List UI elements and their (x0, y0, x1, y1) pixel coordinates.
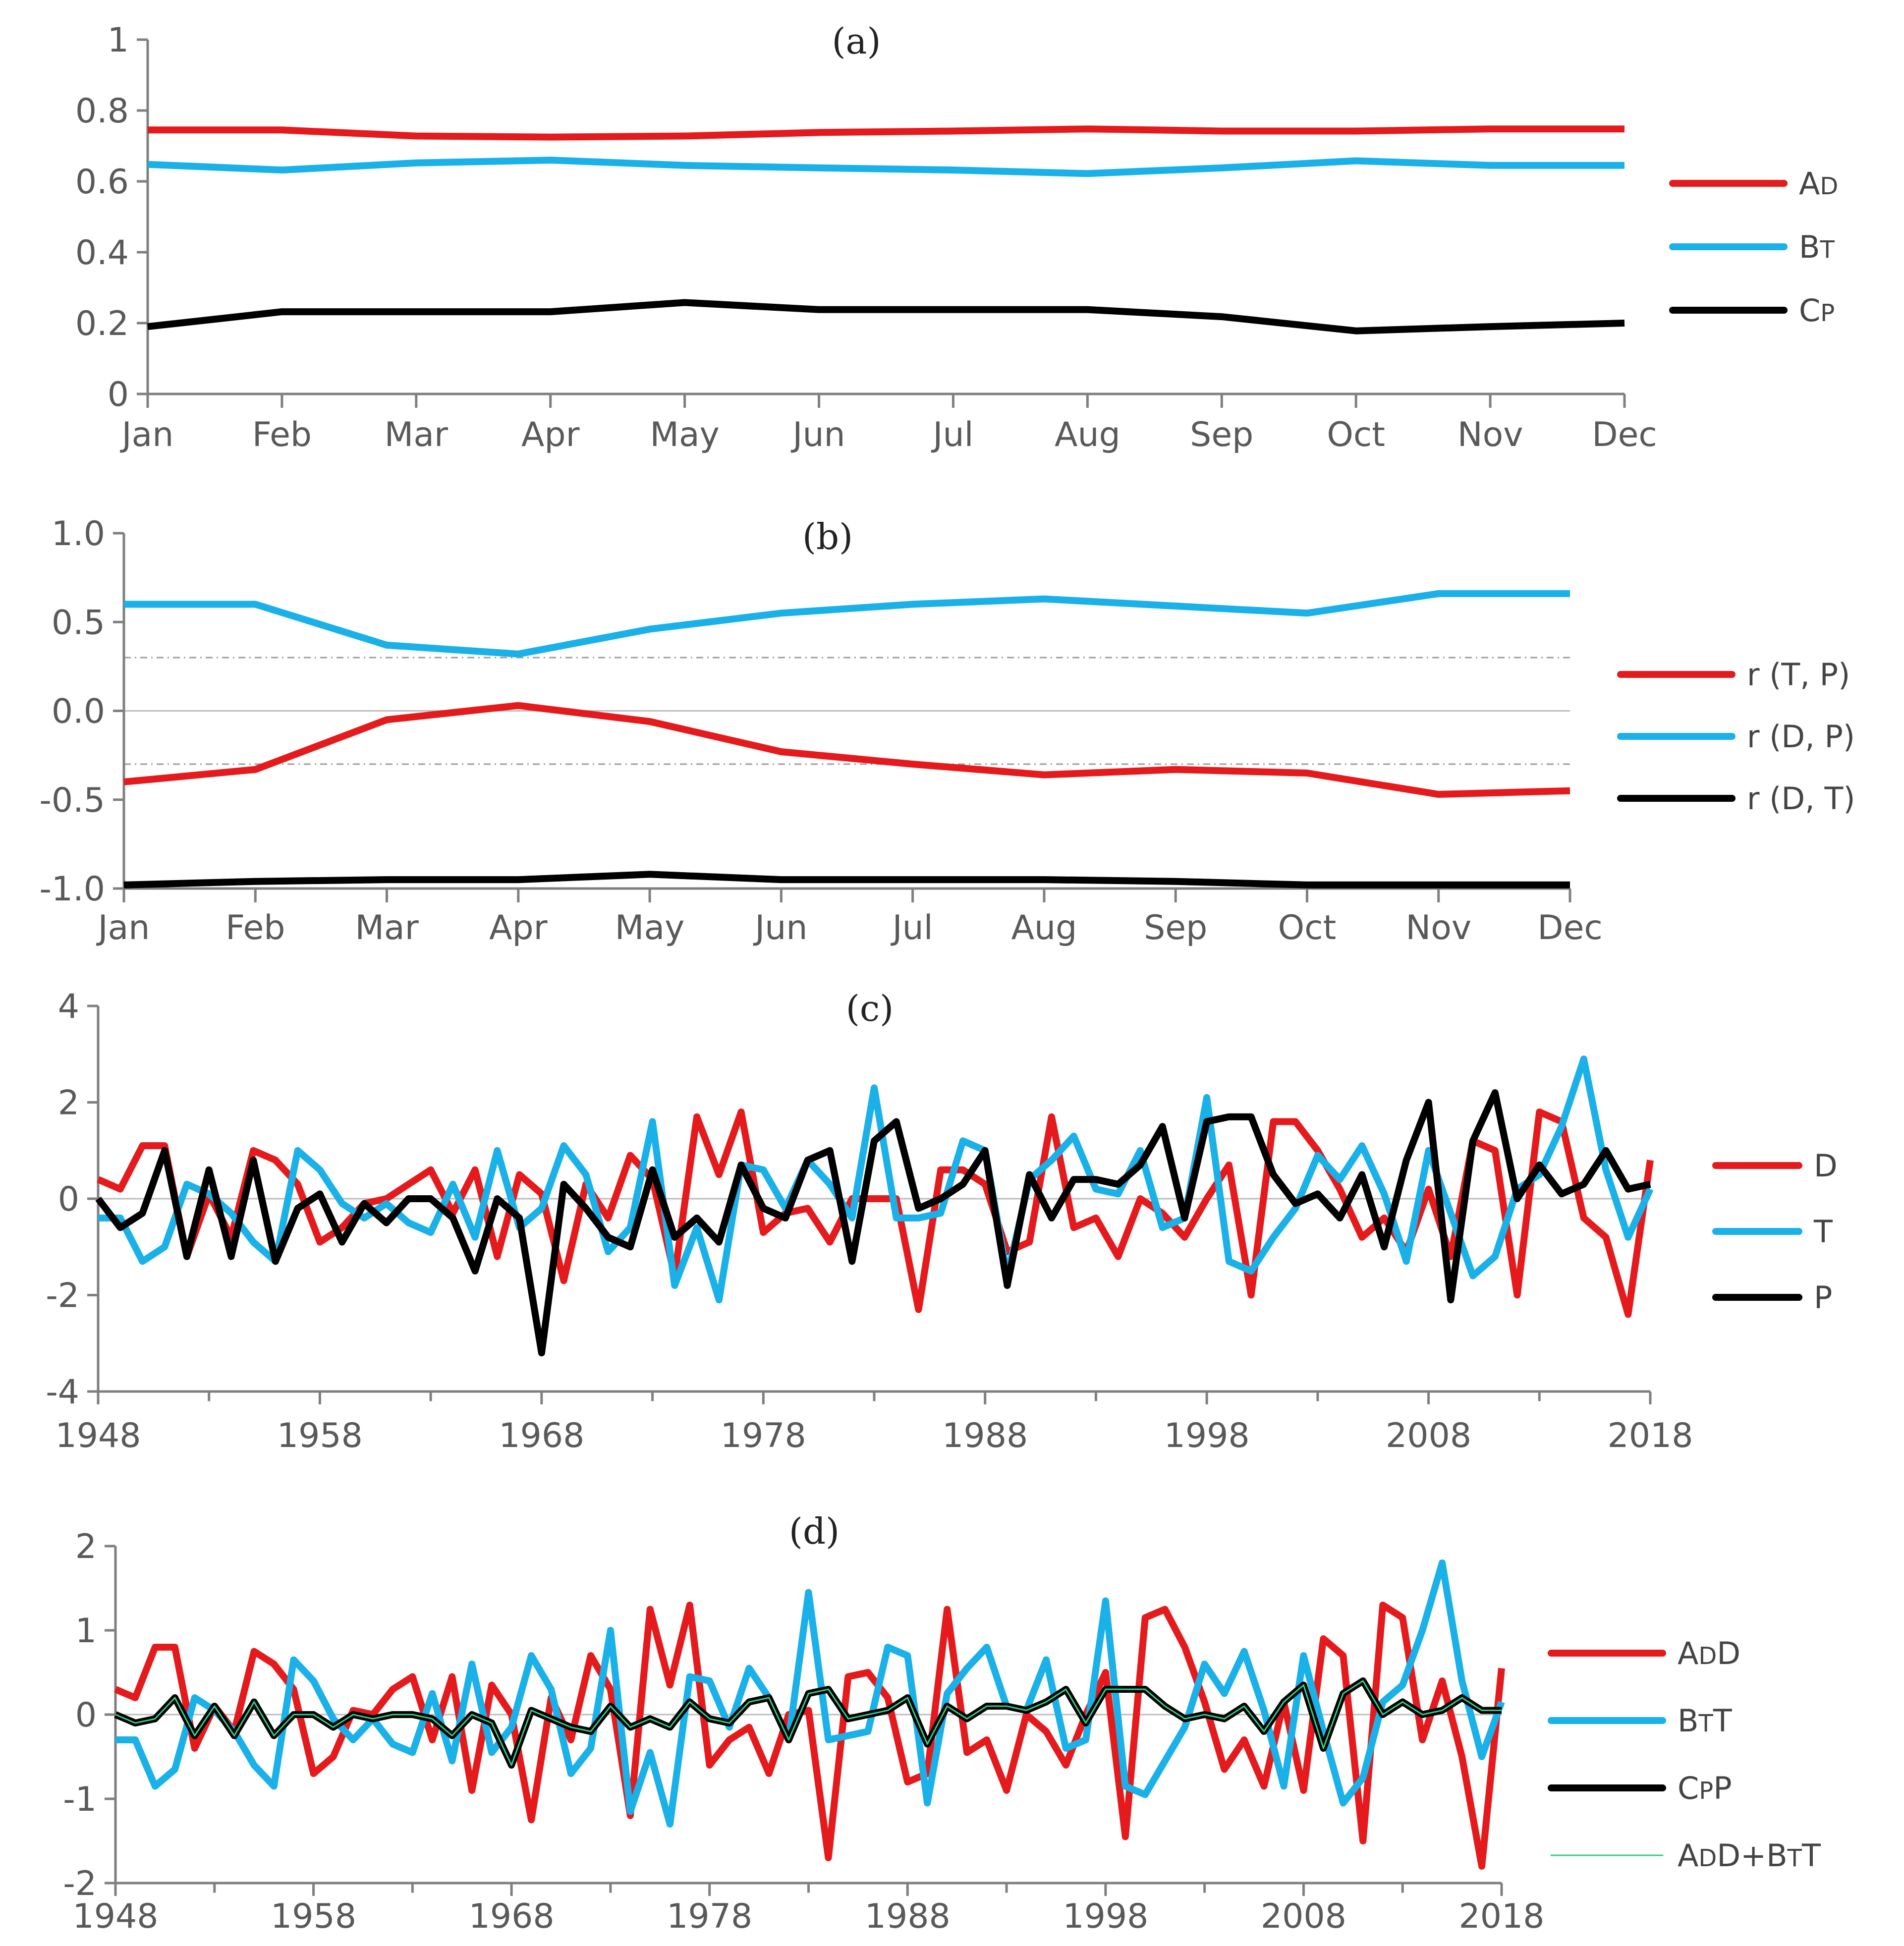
y-tick-label: -1.0 (39, 870, 105, 909)
panel-b: (b) -1.0 -0.5 0.0 0.5 1.0 Jan Feb Mar Apr May Jun Ju… (39, 514, 1855, 947)
x-tick-label: Jul (891, 908, 933, 947)
y-tick-label: -2 (46, 1277, 79, 1316)
y-tick-label: 1 (75, 1612, 97, 1651)
series-line-0 (148, 125, 1624, 141)
panel-a: (a) 0 0.2 0.4 0.6 0.8 1 Jan Feb Mar Apr May Jun Jul Au… (75, 20, 1839, 454)
x-tick-label: 1968 (469, 1897, 555, 1936)
panel-title: (c) (846, 988, 894, 1029)
legend-label: CP (1799, 292, 1835, 329)
x-tick-label: Dec (1592, 415, 1657, 454)
x-tick-label: Mar (385, 415, 448, 454)
y-tick-label: 1 (108, 21, 129, 60)
series-line-2 (147, 299, 1625, 334)
x-tick-label: 1998 (1063, 1897, 1148, 1936)
series-line-1 (98, 1056, 1654, 1304)
legend-label: ADD+BTT (1678, 1837, 1821, 1874)
x-tick-label: May (615, 908, 685, 947)
x-tick-label: Jan (96, 908, 150, 947)
y-tick-label: 0.8 (75, 92, 129, 131)
y-tick-label: 2 (58, 1084, 79, 1123)
y-tick-label: 4 (58, 987, 79, 1026)
x-tick-label: Mar (355, 908, 418, 947)
y-tick-label: -2 (63, 1864, 97, 1903)
x-tick-label: Sep (1190, 415, 1253, 454)
x-tick-label: Oct (1278, 908, 1337, 947)
x-tick-label: Jun (753, 908, 807, 947)
legend-label: BTT (1678, 1703, 1733, 1739)
x-tick-label: 1988 (942, 1416, 1028, 1455)
legend-label: D (1814, 1148, 1838, 1184)
x-tick-label: Feb (225, 908, 285, 947)
series-line-0 (114, 1602, 1505, 1870)
x-tick-label: 1978 (721, 1416, 806, 1455)
legend-label: T (1813, 1214, 1833, 1250)
x-tick-label: May (650, 415, 720, 454)
y-tick-label: 0.2 (75, 304, 129, 343)
legend-label: CPP (1678, 1770, 1732, 1806)
y-tick-label: 0.6 (75, 163, 129, 202)
x-tick-label: 1958 (277, 1416, 363, 1455)
x-tick-label: Feb (252, 415, 312, 454)
x-tick-label: 1958 (271, 1897, 356, 1936)
x-tick-label: 2008 (1386, 1416, 1471, 1455)
y-tick-label: 0.4 (75, 233, 129, 273)
series-line-2 (123, 871, 1570, 889)
x-tick-label: 2018 (1607, 1416, 1693, 1455)
x-tick-label: Apr (521, 415, 580, 454)
x-tick-label: 1988 (865, 1897, 951, 1936)
y-tick-label: 0 (75, 1696, 97, 1735)
legend-label: AD (1799, 166, 1838, 202)
legend-label: P (1814, 1279, 1832, 1316)
y-tick-label: -0.5 (39, 781, 105, 820)
x-tick-label: Apr (489, 908, 548, 947)
y-tick-label: 0.5 (52, 603, 105, 642)
x-tick-label: Jan (120, 415, 174, 454)
series-line-add-btt (115, 1680, 1502, 1766)
x-tick-label: 1948 (55, 1416, 141, 1455)
x-tick-label: Aug (1055, 415, 1120, 454)
panel-d: (d) -2 -1 0 1 2 1948 1958 1968 1978 1988 1998 2008 20… (63, 1510, 1821, 1936)
x-tick-label: Nov (1457, 415, 1523, 454)
y-tick-label: 2 (75, 1527, 97, 1566)
x-tick-label: Sep (1144, 908, 1207, 947)
x-tick-label: 2018 (1458, 1897, 1544, 1936)
x-tick-label: 1968 (499, 1416, 584, 1455)
y-tick-label: 0 (58, 1180, 79, 1219)
x-tick-label: Aug (1011, 908, 1077, 947)
x-tick-label: Jun (790, 415, 845, 454)
y-tick-label: 0.0 (52, 692, 105, 731)
x-tick-label: 1998 (1164, 1416, 1250, 1455)
series-line-1 (115, 1559, 1505, 1828)
legend-label: BT (1799, 229, 1835, 265)
legend-label: r (D, T) (1747, 780, 1855, 817)
legend-label: r (T, P) (1747, 657, 1850, 693)
legend-label: ADD (1678, 1635, 1740, 1671)
series-line-2 (95, 1089, 1651, 1357)
y-tick-label: 0 (108, 375, 129, 414)
x-tick-label: 1948 (72, 1897, 158, 1936)
x-tick-label: Oct (1327, 415, 1385, 454)
y-tick-label: -1 (63, 1780, 97, 1819)
panel-c: (c) -4 -2 0 2 4 1948 1958 1968 1978 1988 1998 2008 20… (46, 987, 1838, 1455)
x-tick-label: Jul (931, 415, 973, 454)
x-tick-label: Nov (1405, 908, 1471, 947)
series-line-1 (147, 157, 1624, 177)
series-line-1 (124, 590, 1570, 658)
y-tick-label: 1.0 (52, 514, 105, 554)
y-tick-label: -4 (46, 1373, 79, 1412)
x-tick-label: 2008 (1261, 1897, 1346, 1936)
panel-title: (b) (802, 516, 853, 557)
panel-title: (d) (789, 1510, 840, 1552)
x-tick-label: Dec (1537, 908, 1603, 947)
legend-label: r (D, P) (1747, 719, 1855, 755)
series-line-0 (123, 702, 1570, 798)
panel-title: (a) (832, 20, 881, 62)
x-tick-label: 1978 (667, 1897, 752, 1936)
